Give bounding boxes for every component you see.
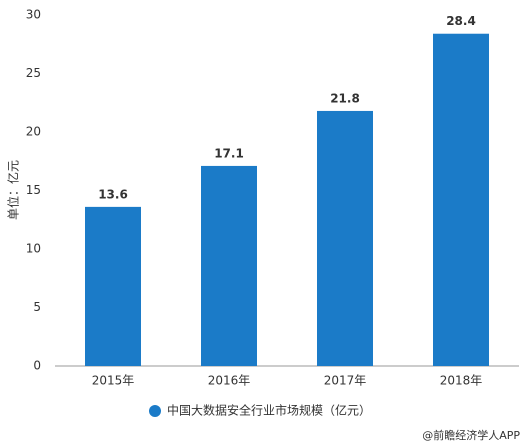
y-tick-label: 30 (26, 8, 41, 22)
x-tick-label: 2018年 (440, 374, 483, 388)
bar (317, 110, 373, 366)
legend-marker (149, 405, 161, 417)
value-label: 17.1 (214, 146, 244, 160)
bar (85, 206, 141, 366)
x-tick-label: 2015年 (92, 374, 135, 388)
bar (433, 33, 489, 366)
source: @前瞻经济学人APP (422, 428, 520, 442)
y-tick-label: 15 (26, 183, 41, 197)
y-tick-label: 25 (26, 66, 41, 80)
y-tick-label: 10 (26, 242, 41, 256)
x-tick-label: 2017年 (324, 374, 367, 388)
bar (201, 165, 257, 366)
y-tick-label: 5 (33, 300, 41, 314)
x-tick-label: 2016年 (208, 374, 251, 388)
value-label: 21.8 (330, 91, 360, 105)
y-tick-label: 0 (33, 359, 41, 373)
value-label: 13.6 (98, 187, 128, 201)
legend-label: 中国大数据安全行业市场规模（亿元） (167, 403, 371, 418)
y-axis-label: 单位：亿元 (6, 160, 21, 220)
y-tick-label: 20 (26, 125, 41, 139)
value-label: 28.4 (446, 14, 476, 28)
